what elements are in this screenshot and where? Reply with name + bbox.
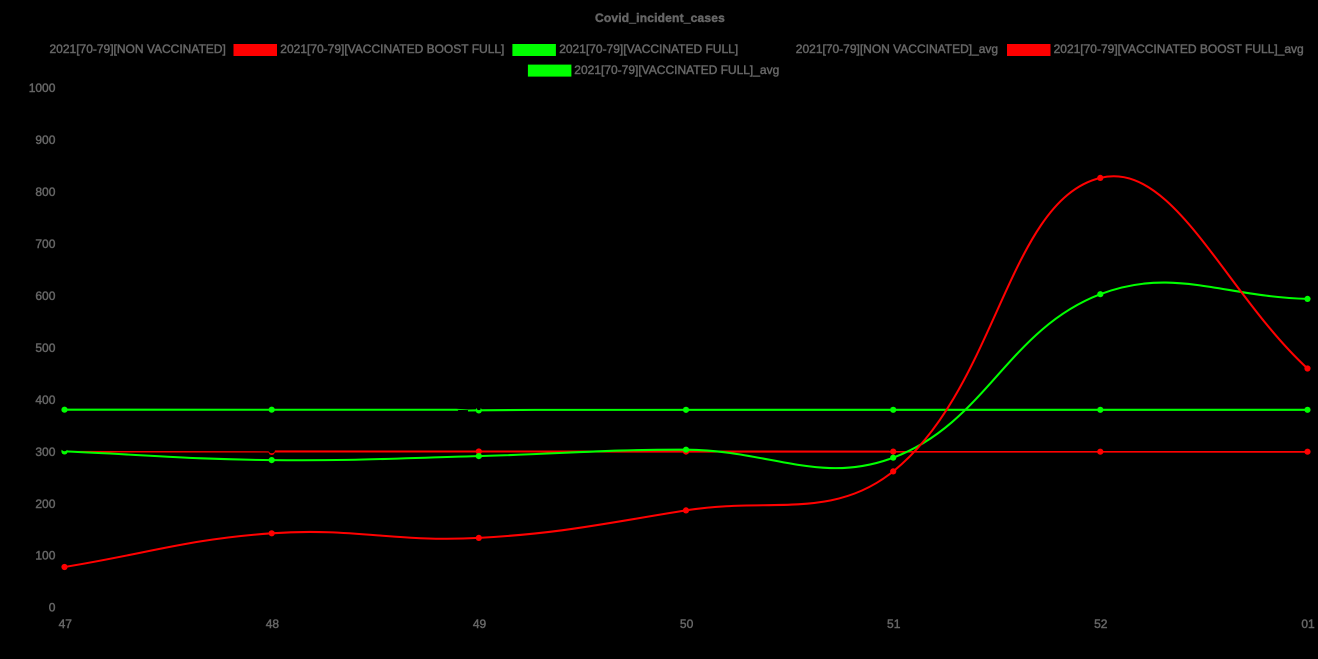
- svg-text:600: 600: [35, 289, 55, 303]
- svg-text:700: 700: [35, 237, 55, 251]
- svg-text:51: 51: [887, 617, 901, 631]
- svg-text:100: 100: [35, 549, 55, 563]
- svg-text:200: 200: [35, 497, 55, 511]
- svg-text:49: 49: [473, 617, 487, 631]
- svg-text:800: 800: [35, 185, 55, 199]
- svg-text:2021[70-79][NON VACCINATED]_av: 2021[70-79][NON VACCINATED]_avg: [796, 42, 998, 56]
- svg-text:Covid_incident_cases: Covid_incident_cases: [595, 11, 725, 25]
- svg-text:900: 900: [35, 133, 55, 147]
- svg-text:50: 50: [680, 617, 694, 631]
- svg-text:2021[70-79][VACCINATED FULL]_a: 2021[70-79][VACCINATED FULL]_avg: [574, 63, 779, 77]
- svg-text:2021[70-79][VACCINATED BOOST F: 2021[70-79][VACCINATED BOOST FULL]: [280, 42, 504, 56]
- svg-text:01: 01: [1301, 617, 1315, 631]
- svg-text:0: 0: [49, 601, 56, 615]
- svg-text:2021[70-79][NON VACCINATED]: 2021[70-79][NON VACCINATED]: [50, 42, 226, 56]
- svg-text:52: 52: [1094, 617, 1108, 631]
- svg-text:500: 500: [35, 341, 55, 355]
- svg-text:47: 47: [59, 617, 73, 631]
- svg-text:1000: 1000: [29, 81, 56, 95]
- svg-text:300: 300: [35, 445, 55, 459]
- svg-text:400: 400: [35, 393, 55, 407]
- svg-text:48: 48: [266, 617, 280, 631]
- svg-text:2021[70-79][VACCINATED BOOST F: 2021[70-79][VACCINATED BOOST FULL]_avg: [1054, 42, 1304, 56]
- svg-text:2021[70-79][VACCINATED FULL]: 2021[70-79][VACCINATED FULL]: [559, 42, 738, 56]
